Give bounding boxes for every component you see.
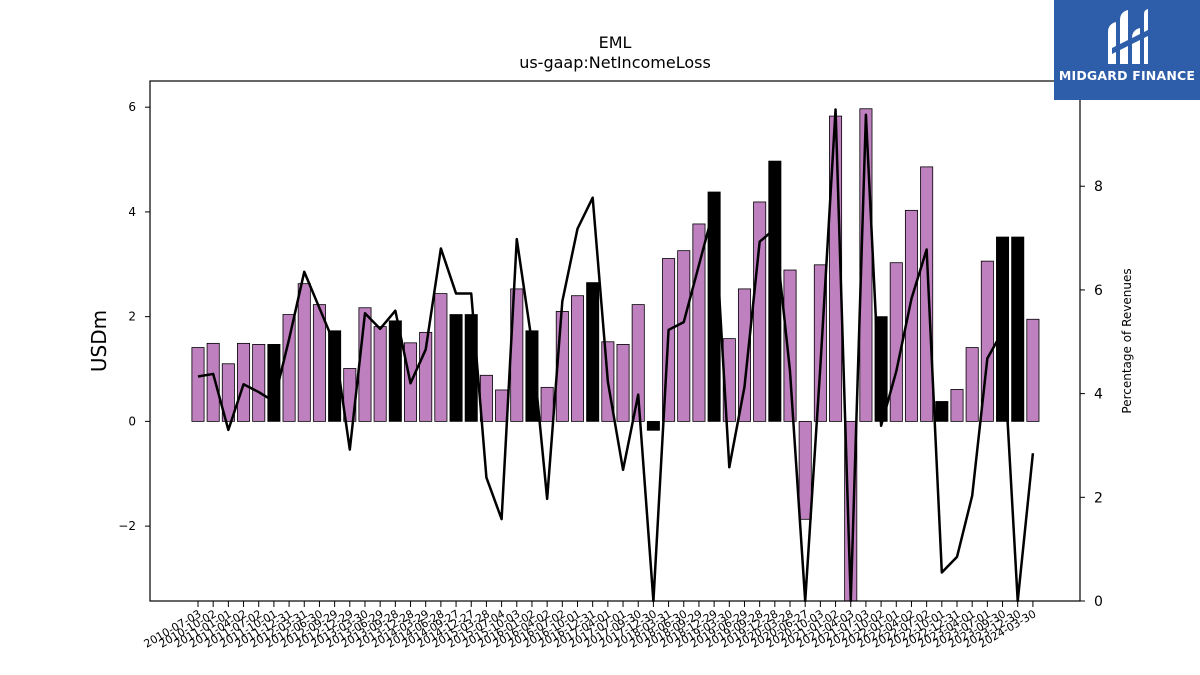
bar-2011-10-01: [267, 343, 281, 422]
bar-2011-04-02: [237, 342, 251, 422]
bar-2022-01-01: [889, 262, 903, 422]
bar-2020-03-28: [783, 269, 797, 422]
brand-logo: MIDGARD FINANCE: [1054, 0, 1200, 100]
bar-2010-07-03: [191, 347, 205, 422]
y-axis-right: 0246810: [1080, 76, 1112, 610]
brand-name: MIDGARD FINANCE: [1058, 68, 1196, 83]
bar-2017-09-30: [631, 304, 645, 422]
y2-tick-label: 4: [1094, 387, 1103, 403]
bar-2015-07-04: [495, 389, 509, 422]
bar-2016-01-02: [525, 330, 539, 422]
bar-2018-06-30: [677, 250, 691, 422]
bar-2020-06-27: [798, 420, 812, 520]
bar-2023-12-30: [1011, 236, 1025, 422]
bar-2014-09-27: [449, 314, 463, 422]
y-tick-label: −2: [118, 519, 136, 533]
bar-2016-12-31: [586, 282, 600, 422]
bar-2019-06-29: [737, 288, 751, 422]
y-axis-label: USDm: [87, 310, 111, 372]
bar-2011-12-31: [282, 314, 296, 422]
bar-2011-01-01: [221, 363, 235, 422]
y2-axis-label: Percentage of Revenues: [1120, 268, 1134, 413]
bar-2023-04-01: [965, 347, 979, 422]
plot-frame: [149, 80, 1081, 602]
y-tick-label: 0: [128, 414, 136, 428]
y2-tick-label: 8: [1094, 179, 1103, 195]
bars-layer: [191, 108, 1040, 602]
line-layer: [197, 108, 1035, 603]
bar-2024-03-30: [1026, 318, 1040, 422]
bar-2022-12-31: [950, 389, 964, 422]
y-axis-left: −2 0 2 4 6: [118, 100, 150, 533]
chart-title: EML: [599, 33, 632, 52]
bar-2017-12-30: [646, 420, 660, 431]
y2-tick-label: 2: [1094, 490, 1103, 506]
bar-2013-09-28: [388, 320, 402, 422]
bar-2016-10-01: [571, 295, 585, 422]
bar-2013-06-29: [373, 326, 387, 422]
bar-2019-12-28: [768, 160, 782, 422]
bar-2022-10-01: [935, 401, 949, 422]
y2-tick-label: 6: [1094, 283, 1103, 299]
percentage-line: [197, 108, 1035, 603]
y2-tick-label: 0: [1094, 594, 1103, 610]
y-tick-label: 4: [128, 205, 136, 219]
bar-2012-03-31: [297, 283, 311, 422]
chart-subtitle: us-gaap:NetIncomeLoss: [519, 53, 711, 72]
midgard-logo-icon: [1108, 9, 1148, 64]
bar-2013-03-30: [358, 307, 372, 422]
bar-2012-09-29: [328, 330, 342, 422]
x-axis: 2010-07-032010-10-022011-01-012011-04-02…: [142, 601, 1038, 651]
bar-2016-04-02: [540, 386, 554, 422]
bar-2022-07-02: [920, 166, 934, 422]
bar-2017-07-01: [616, 343, 630, 422]
bar-2014-06-28: [434, 293, 448, 422]
bar-2019-09-28: [753, 201, 767, 422]
bar-2012-06-30: [312, 304, 326, 422]
bar-2010-10-02: [206, 342, 220, 422]
y-tick-label: 2: [128, 310, 136, 324]
y-tick-label: 6: [128, 100, 136, 114]
bar-2011-07-02: [252, 343, 266, 422]
bar-2022-04-02: [904, 209, 918, 422]
